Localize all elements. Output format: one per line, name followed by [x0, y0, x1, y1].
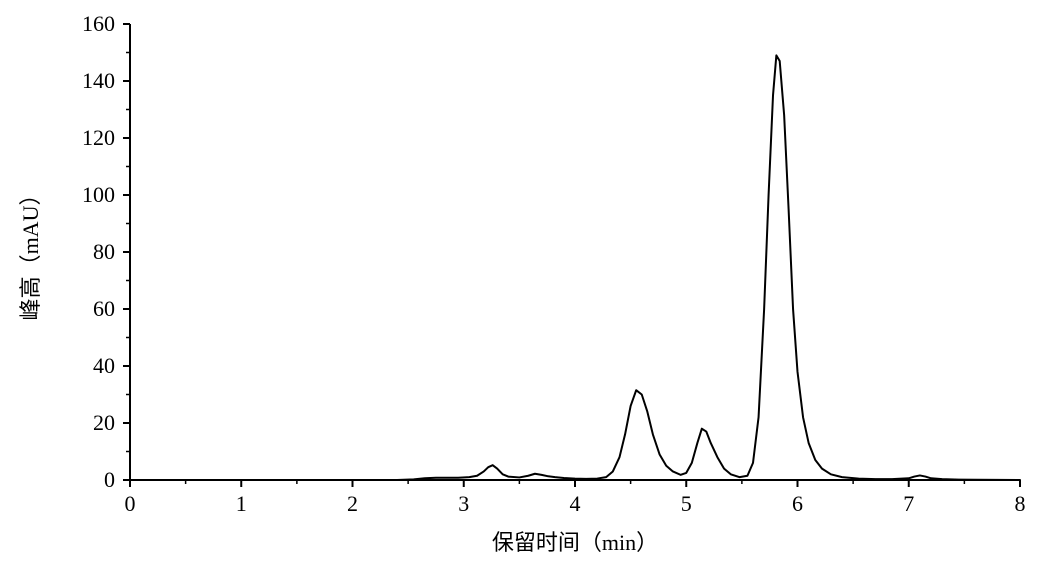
x-tick-label: 7 — [903, 491, 914, 516]
x-tick-label: 6 — [792, 491, 803, 516]
x-axis-label: 保留时间（min） — [492, 530, 658, 555]
y-tick-label: 0 — [104, 467, 115, 492]
x-tick-label: 3 — [458, 491, 469, 516]
chart-svg: 012345678020406080100120140160保留时间（min）峰… — [0, 0, 1056, 568]
y-tick-label: 60 — [93, 296, 115, 321]
y-tick-label: 40 — [93, 353, 115, 378]
y-tick-label: 100 — [82, 182, 115, 207]
y-tick-label: 20 — [93, 410, 115, 435]
y-tick-label: 80 — [93, 239, 115, 264]
chromatogram-chart: 012345678020406080100120140160保留时间（min）峰… — [0, 0, 1056, 568]
y-tick-label: 120 — [82, 125, 115, 150]
x-tick-label: 0 — [125, 491, 136, 516]
x-tick-label: 2 — [347, 491, 358, 516]
x-tick-label: 1 — [236, 491, 247, 516]
x-tick-label: 8 — [1015, 491, 1026, 516]
y-tick-label: 160 — [82, 11, 115, 36]
x-tick-label: 5 — [681, 491, 692, 516]
y-tick-label: 140 — [82, 68, 115, 93]
chart-background — [0, 0, 1056, 568]
y-axis-label: 峰高（mAU） — [18, 184, 43, 321]
x-tick-label: 4 — [570, 491, 581, 516]
